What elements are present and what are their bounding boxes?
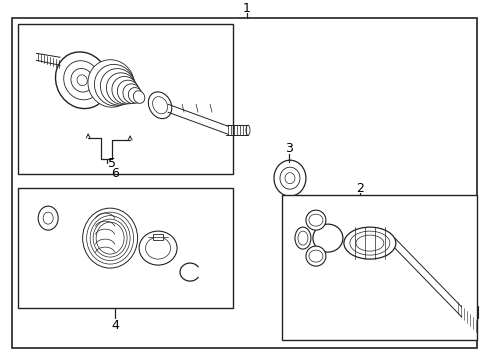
Text: 6: 6 <box>111 167 119 180</box>
Ellipse shape <box>117 80 140 104</box>
Text: 4: 4 <box>111 319 119 332</box>
Ellipse shape <box>90 216 130 261</box>
Ellipse shape <box>106 73 137 104</box>
Ellipse shape <box>86 212 133 264</box>
Ellipse shape <box>122 84 141 103</box>
Ellipse shape <box>133 91 144 103</box>
Ellipse shape <box>152 96 167 114</box>
Ellipse shape <box>63 61 101 100</box>
Ellipse shape <box>308 214 322 226</box>
Ellipse shape <box>128 87 142 103</box>
Circle shape <box>305 246 325 266</box>
Ellipse shape <box>93 219 127 257</box>
Text: 1: 1 <box>243 2 250 15</box>
Bar <box>282 195 476 340</box>
Ellipse shape <box>43 212 53 224</box>
Ellipse shape <box>82 208 137 268</box>
Ellipse shape <box>94 64 135 106</box>
Ellipse shape <box>139 231 177 265</box>
Circle shape <box>305 210 325 230</box>
Ellipse shape <box>71 68 93 92</box>
Ellipse shape <box>96 222 124 254</box>
Ellipse shape <box>349 231 389 255</box>
Text: 5: 5 <box>108 157 116 170</box>
Bar <box>18 188 233 308</box>
Ellipse shape <box>294 227 310 249</box>
Ellipse shape <box>312 224 342 252</box>
Bar <box>18 24 233 174</box>
Ellipse shape <box>273 160 305 196</box>
Bar <box>153 234 163 240</box>
Ellipse shape <box>308 250 322 262</box>
Ellipse shape <box>88 60 134 107</box>
Ellipse shape <box>355 235 383 251</box>
Ellipse shape <box>112 76 138 104</box>
Ellipse shape <box>245 125 249 135</box>
Ellipse shape <box>145 237 170 259</box>
Text: 3: 3 <box>285 142 292 155</box>
Text: 2: 2 <box>355 182 363 195</box>
Ellipse shape <box>297 231 307 245</box>
Ellipse shape <box>100 69 136 105</box>
Ellipse shape <box>343 227 395 259</box>
Ellipse shape <box>280 167 299 189</box>
Ellipse shape <box>55 52 109 109</box>
Ellipse shape <box>148 92 171 119</box>
Ellipse shape <box>285 173 294 184</box>
Ellipse shape <box>77 75 87 86</box>
Ellipse shape <box>38 206 58 230</box>
